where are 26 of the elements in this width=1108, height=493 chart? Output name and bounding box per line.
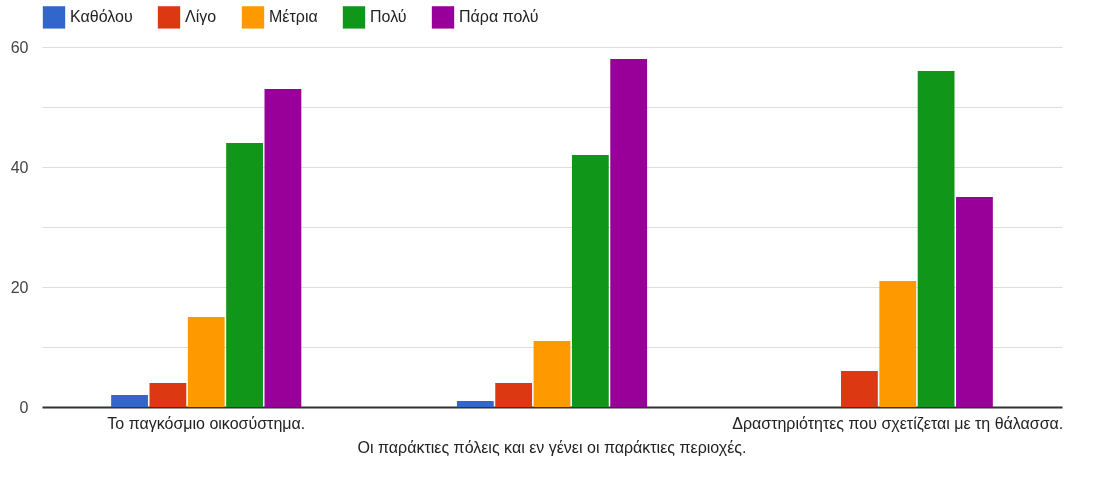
bar bbox=[571, 155, 609, 407]
x-tick-label: Το παγκόσμιο οικοσύστημα. bbox=[107, 414, 306, 432]
y-tick-label: 60 bbox=[10, 38, 29, 56]
bar bbox=[610, 59, 648, 407]
x-tick-label: Οι παράκτιες πόλεις και εν γένει οι παράκτιες περιοχές. bbox=[357, 438, 747, 456]
legend-label: Πάρα πολύ bbox=[459, 8, 539, 26]
bar bbox=[111, 395, 148, 407]
y-tick-label: 20 bbox=[10, 278, 29, 296]
bar bbox=[495, 383, 533, 407]
bar bbox=[187, 317, 225, 407]
bar bbox=[841, 371, 878, 407]
bar bbox=[226, 143, 263, 407]
bar bbox=[456, 401, 494, 407]
x-tick-label: Δραστηριότητες που σχετίζεται με τη θάλασσα. bbox=[732, 414, 1064, 433]
legend-label: Πολύ bbox=[370, 8, 407, 26]
legend-label: Καθόλου bbox=[70, 8, 133, 26]
bar bbox=[533, 341, 571, 407]
bar bbox=[149, 383, 187, 407]
bar bbox=[917, 71, 955, 407]
legend-label: Μέτρια bbox=[269, 8, 318, 26]
y-tick-label: 0 bbox=[19, 398, 29, 416]
y-tick-label: 40 bbox=[10, 158, 29, 176]
bar bbox=[956, 197, 993, 407]
bar bbox=[879, 281, 917, 407]
legend-label: Λίγο bbox=[185, 8, 217, 26]
bar bbox=[264, 89, 302, 407]
